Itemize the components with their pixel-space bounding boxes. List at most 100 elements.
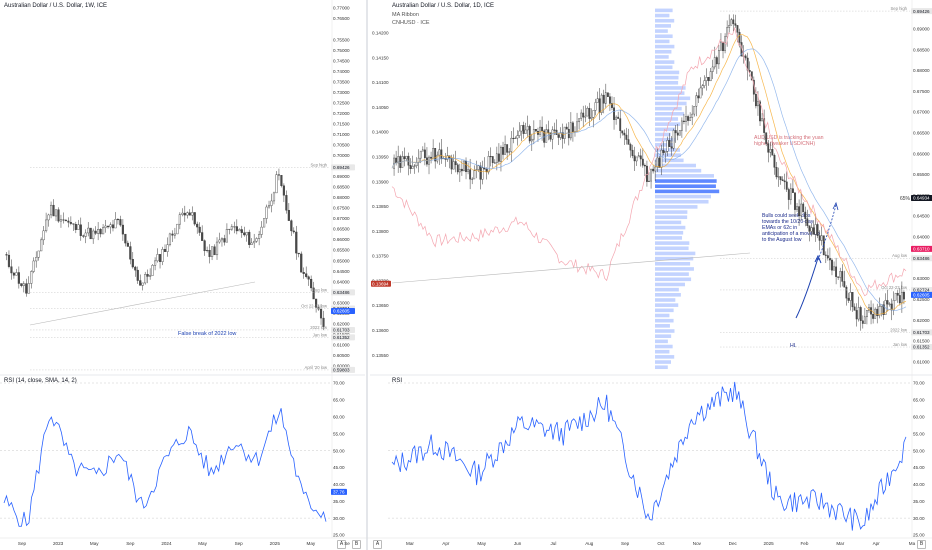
left-candle-body xyxy=(315,298,318,308)
right-candle-body xyxy=(654,166,657,172)
right-candle-body xyxy=(506,144,509,153)
left-price-tick-4: 0.74500 xyxy=(333,58,350,63)
volume-profile-bar xyxy=(655,174,714,178)
right-candle-body xyxy=(456,164,459,173)
right-candle-body xyxy=(824,254,827,256)
right-button-a[interactable]: A xyxy=(373,540,382,549)
volume-profile-bar xyxy=(655,246,689,251)
right-candle-body xyxy=(754,94,757,107)
left-candle-body xyxy=(163,249,167,252)
right-candle-body xyxy=(843,281,846,288)
right-candle-body xyxy=(588,107,591,119)
right-candle-body xyxy=(450,158,453,170)
right-candle-body xyxy=(553,129,556,131)
volume-profile-bar xyxy=(655,277,692,282)
right-candle-body xyxy=(615,116,618,120)
right-candle-body xyxy=(522,125,525,134)
right-candle-body xyxy=(685,116,687,122)
right-candle-body xyxy=(808,225,811,232)
left-rsi-tick-4: 50.00 xyxy=(333,448,345,453)
left-chart-pane[interactable]: Australian Dollar / U.S. Dollar, 1W, ICE… xyxy=(0,0,365,550)
right-candle-body xyxy=(812,227,815,235)
right-candle-body xyxy=(646,165,648,182)
right-candle-body xyxy=(839,271,842,278)
right-candle-body xyxy=(876,308,879,317)
left-candle-body xyxy=(292,230,295,233)
right-candle-body xyxy=(526,126,529,131)
right-time-2: May xyxy=(477,541,486,546)
right-rsi-tick-2: 60.00 xyxy=(913,414,925,419)
left-button-b[interactable]: B xyxy=(352,540,361,549)
volume-profile-bar xyxy=(655,101,687,106)
left-candle-body xyxy=(119,219,122,226)
left-price-tick-17: 0.68000 xyxy=(333,195,350,200)
left-candle-body xyxy=(168,233,172,245)
left-candle-body xyxy=(245,231,248,236)
left-candle-body xyxy=(186,212,189,216)
right-candle-body xyxy=(820,235,823,241)
left-candle-body xyxy=(225,229,228,243)
right-candle-body xyxy=(792,188,794,193)
right-candle-body xyxy=(495,153,498,164)
right-candle-body xyxy=(500,146,502,162)
right-cnh-value-text: 0.13694 xyxy=(372,281,389,286)
right-misc-label: 65% xyxy=(900,196,911,202)
right-button-b[interactable]: B xyxy=(917,540,926,549)
volume-profile-bar xyxy=(655,205,698,209)
volume-profile-bar xyxy=(655,298,676,302)
left-level-badge-5 xyxy=(331,334,355,341)
right-trendline xyxy=(391,252,751,284)
right-time-14: Ma xyxy=(909,541,916,546)
left-button-a[interactable]: A xyxy=(337,540,346,549)
left-candle-body xyxy=(40,239,43,252)
left-candle-body xyxy=(72,223,75,225)
left-candle-body xyxy=(97,229,100,234)
right-price-tick-4: 0.67000 xyxy=(913,110,930,115)
right-cnh-tick-6: 0.13900 xyxy=(372,179,389,184)
right-price-tick-12: 0.63000 xyxy=(913,276,930,281)
right-candle-body xyxy=(487,156,490,173)
right-ma-ribbon-slow xyxy=(391,48,907,312)
right-time-5: Aug xyxy=(585,541,594,546)
left-level-value-1: 0.63486 xyxy=(333,290,350,295)
right-candle-body xyxy=(761,118,763,122)
right-candle-body xyxy=(569,122,572,139)
left-candle-body xyxy=(15,272,18,276)
left-candle-body xyxy=(151,265,154,276)
volume-profile-bar xyxy=(655,49,672,54)
left-candle-body xyxy=(146,274,149,277)
right-candle-body xyxy=(818,235,821,241)
right-candle-body xyxy=(715,57,718,65)
right-chart-pane[interactable]: Australian Dollar / U.S. Dollar, 1D, ICE… xyxy=(370,0,932,550)
left-candle-body xyxy=(270,200,273,206)
left-candle-body xyxy=(210,246,214,257)
right-candle-body xyxy=(635,156,638,162)
right-candle-body xyxy=(678,130,681,136)
right-level-value-0: 0.69426 xyxy=(913,9,930,14)
right-level-value-4: 0.62724 xyxy=(913,288,930,293)
left-candle-body xyxy=(265,206,268,219)
volume-profile-bar xyxy=(655,117,679,121)
right-time-8: Nov xyxy=(693,541,702,546)
left-candle-body xyxy=(64,219,67,222)
right-candle-body xyxy=(722,41,724,51)
right-candle-body xyxy=(831,259,833,271)
right-candle-body xyxy=(767,143,770,153)
volume-profile-bar xyxy=(655,39,670,44)
left-candle-body xyxy=(243,232,246,236)
left-rsi-tick-8: 30.00 xyxy=(333,516,345,521)
volume-profile-bar xyxy=(655,18,675,23)
right-candle-body xyxy=(598,98,601,113)
right-candle-body xyxy=(672,130,675,149)
volume-profile-bar xyxy=(655,158,684,163)
volume-profile-bar xyxy=(655,184,716,189)
volume-profile-bar xyxy=(655,339,668,344)
right-candle-body xyxy=(662,149,665,153)
left-candle-body xyxy=(183,212,186,216)
left-candle-body xyxy=(161,249,164,262)
right-price-tick-13: 0.62500 xyxy=(913,297,930,302)
left-candle-body xyxy=(10,266,13,274)
right-candle-body xyxy=(783,180,786,183)
right-candle-body xyxy=(514,137,517,139)
right-candle-body xyxy=(452,161,455,170)
